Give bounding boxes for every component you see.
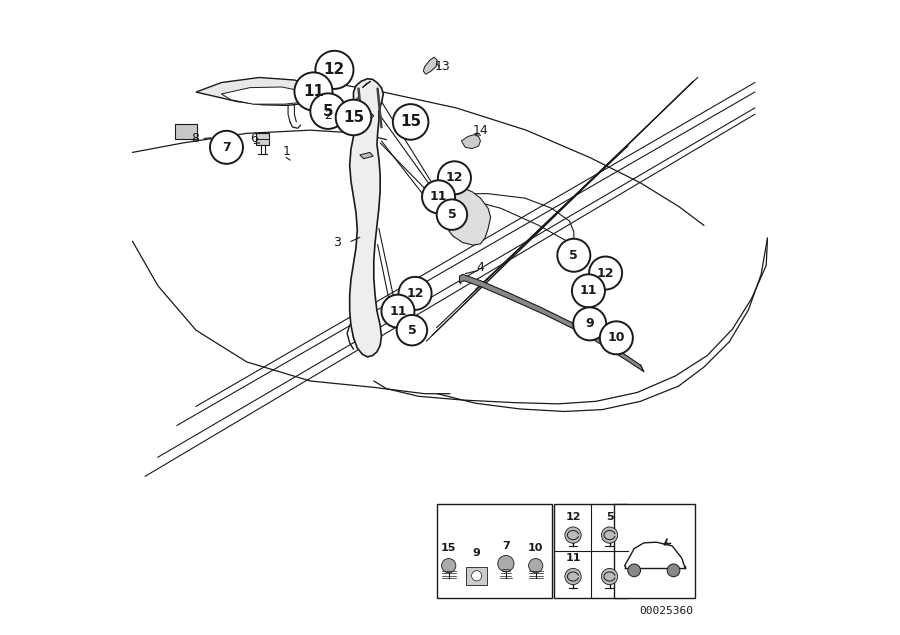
Polygon shape [423,57,437,74]
Circle shape [601,568,617,585]
Circle shape [565,527,581,543]
Polygon shape [462,135,481,149]
Circle shape [422,180,455,213]
Text: 9: 9 [585,318,594,330]
Text: 7: 7 [502,542,509,551]
Polygon shape [460,274,644,371]
Circle shape [294,72,332,110]
Circle shape [438,161,471,194]
Circle shape [472,571,482,581]
Polygon shape [361,113,374,119]
Text: 14: 14 [472,124,489,137]
Text: 5: 5 [323,104,333,119]
FancyBboxPatch shape [436,504,553,598]
Text: 8: 8 [191,132,199,145]
Text: 7: 7 [222,141,231,154]
Text: 11: 11 [565,553,581,563]
Circle shape [557,239,590,272]
Text: 11: 11 [303,84,324,99]
FancyBboxPatch shape [175,124,196,139]
Text: 12: 12 [565,512,581,522]
Circle shape [572,274,605,307]
Circle shape [565,568,581,585]
Text: 00025360: 00025360 [639,606,693,616]
Circle shape [628,564,641,577]
Text: 12: 12 [446,171,464,184]
FancyBboxPatch shape [554,504,628,598]
Circle shape [436,199,467,230]
Text: 15: 15 [441,544,456,554]
Circle shape [601,527,617,543]
Text: 9: 9 [472,547,481,558]
Text: 15: 15 [343,110,364,125]
Polygon shape [363,81,371,88]
Text: 11: 11 [580,284,598,297]
Circle shape [310,93,346,129]
Text: 5: 5 [408,324,417,337]
Circle shape [382,295,414,328]
Circle shape [600,321,633,354]
Text: 3: 3 [333,236,341,249]
Text: 1: 1 [283,145,290,157]
Text: 5: 5 [606,512,614,522]
Text: 12: 12 [406,287,424,300]
Circle shape [590,257,622,290]
Circle shape [315,51,354,89]
Text: 5: 5 [570,249,578,262]
Text: 11: 11 [430,190,447,203]
Text: 10: 10 [608,331,625,344]
Text: 2: 2 [324,109,332,122]
Polygon shape [256,133,269,145]
Circle shape [210,131,243,164]
Circle shape [397,315,427,345]
Circle shape [498,556,514,572]
Text: 5: 5 [447,208,456,221]
FancyBboxPatch shape [615,504,695,598]
Circle shape [399,277,432,310]
Circle shape [573,307,607,340]
Text: 11: 11 [389,305,407,318]
Text: 12: 12 [597,267,615,279]
Text: 10: 10 [528,544,544,554]
Circle shape [442,559,455,573]
Text: 15: 15 [400,114,421,130]
Polygon shape [221,87,313,104]
Text: 12: 12 [324,62,345,77]
Text: 13: 13 [435,60,450,73]
Polygon shape [350,79,383,357]
Circle shape [336,100,372,135]
Polygon shape [438,187,491,245]
Polygon shape [196,77,323,105]
Circle shape [667,564,680,577]
Text: 6: 6 [250,132,258,145]
FancyBboxPatch shape [466,567,488,585]
Circle shape [528,559,543,573]
Text: 4: 4 [476,262,484,274]
Circle shape [392,104,428,140]
Polygon shape [360,152,373,159]
